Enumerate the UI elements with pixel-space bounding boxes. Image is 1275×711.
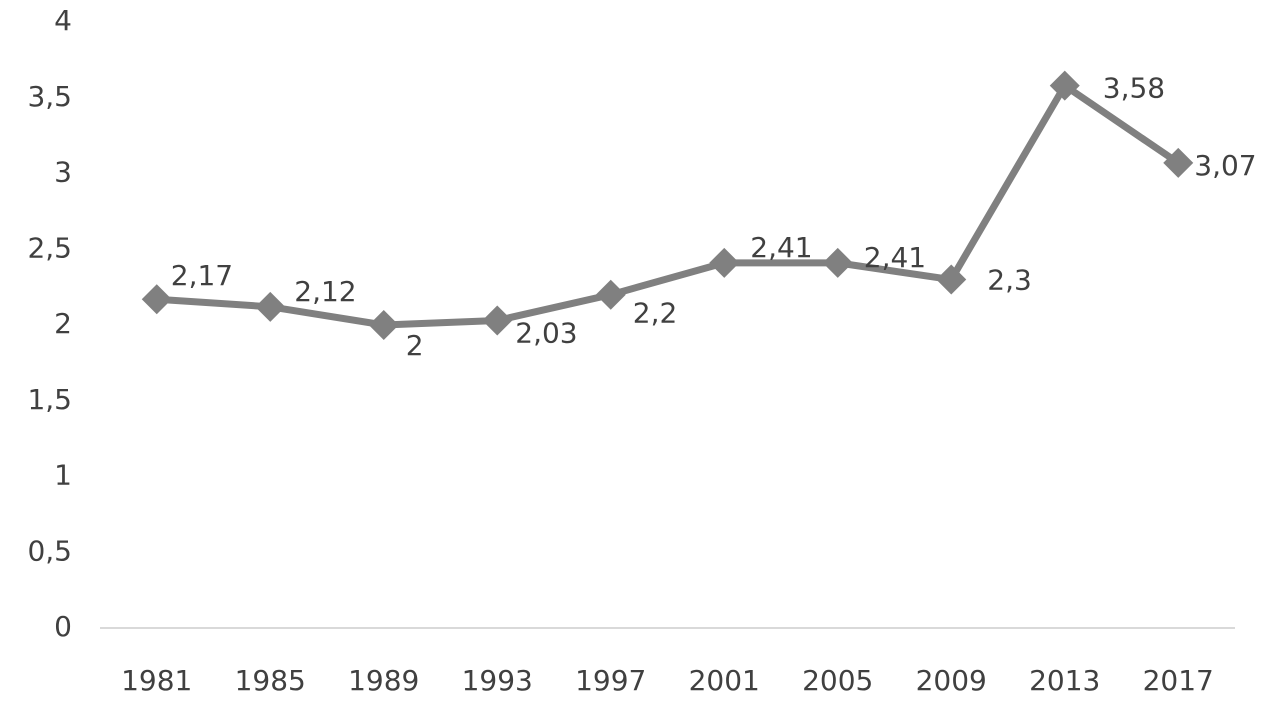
data-label: 2,17: [171, 259, 233, 292]
x-tick-label: 1981: [121, 664, 192, 697]
y-tick-label: 2,5: [27, 231, 72, 264]
marker: [255, 291, 286, 322]
marker: [595, 279, 626, 310]
x-tick-label: 1997: [575, 664, 646, 697]
marker: [1163, 147, 1194, 178]
x-tick-label: 2001: [689, 664, 760, 697]
marker: [368, 310, 399, 340]
y-tick-label: 3: [54, 156, 72, 189]
data-label: 2,03: [515, 316, 577, 349]
x-tick-label: 2005: [802, 664, 873, 697]
data-label: 2: [406, 329, 424, 362]
data-label: 2,2: [633, 297, 678, 330]
data-label: 2,3: [987, 264, 1032, 297]
y-tick-label: 4: [54, 4, 72, 37]
y-tick-label: 1,5: [27, 383, 72, 416]
marker: [1049, 70, 1080, 101]
x-tick-label: 1989: [348, 664, 419, 697]
marker: [482, 305, 513, 336]
x-tick-label: 2017: [1143, 664, 1214, 697]
marker: [822, 247, 853, 278]
line: [156, 82, 1181, 329]
y-tick-label: 1: [54, 459, 72, 492]
x-tick-label: 2009: [916, 664, 987, 697]
x-tick-label: 1985: [235, 664, 306, 697]
y-tick-label: 3,5: [27, 80, 72, 113]
x-tick-label: 1993: [462, 664, 533, 697]
y-tick-label: 0: [54, 610, 72, 643]
y-tick-label: 0,5: [27, 534, 72, 567]
marker: [936, 264, 967, 295]
data-label: 2,12: [294, 275, 356, 308]
marker: [141, 284, 172, 315]
data-label: 2,41: [750, 231, 812, 264]
marker: [709, 247, 740, 278]
x-tick-label: 2013: [1029, 664, 1100, 697]
y-tick-label: 2: [54, 307, 72, 340]
data-label: 2,41: [864, 241, 926, 274]
data-label: 3,07: [1194, 149, 1256, 182]
data-label: 3,58: [1103, 72, 1165, 105]
